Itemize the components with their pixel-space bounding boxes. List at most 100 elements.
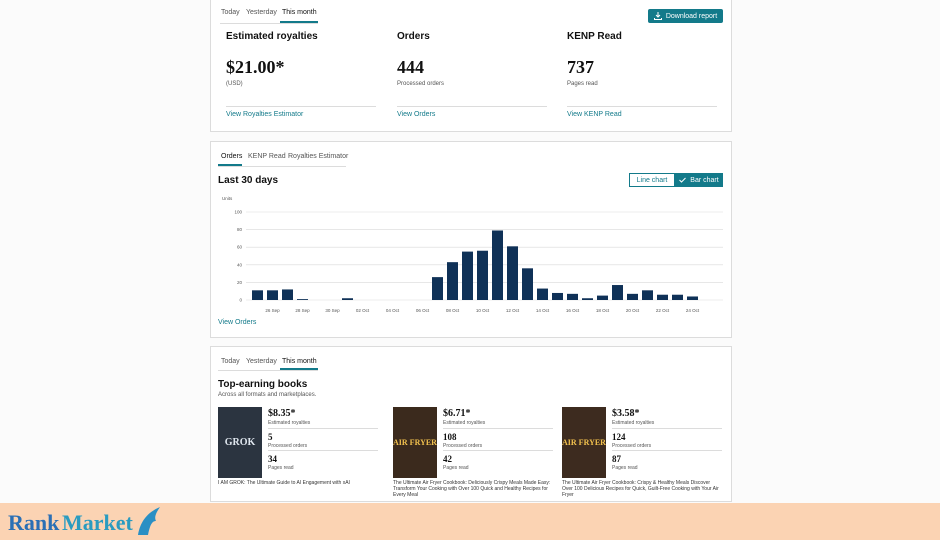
- divider: [612, 428, 722, 429]
- metric-title: Orders: [397, 31, 430, 42]
- tab[interactable]: Yesterday: [246, 358, 277, 365]
- x-tick-label: 10 Oct: [476, 308, 490, 313]
- tab[interactable]: Today: [221, 358, 240, 365]
- book-pages: 34: [268, 454, 277, 464]
- metric-link[interactable]: View Orders: [397, 111, 436, 118]
- check-icon: [679, 177, 687, 183]
- bar: [342, 298, 353, 300]
- tab[interactable]: Orders: [221, 153, 243, 160]
- divider: [612, 450, 722, 451]
- x-tick-label: 18 Oct: [596, 308, 610, 313]
- tab[interactable]: This month: [282, 358, 317, 365]
- bar: [462, 251, 473, 300]
- tab-underline: [280, 368, 318, 370]
- bar: [642, 290, 653, 300]
- stat-label: Pages read: [443, 465, 469, 471]
- book-cover[interactable]: AIR FRYER: [393, 407, 437, 478]
- x-tick-label: 28 Sep: [295, 308, 310, 313]
- y-tick-label: 60: [237, 245, 243, 250]
- metric-subtitle: Processed orders: [397, 81, 445, 87]
- x-tick-label: 02 Oct: [356, 308, 370, 313]
- watermark-logo: [138, 507, 160, 535]
- divider: [567, 106, 717, 107]
- bar: [252, 290, 263, 300]
- metric-value: $21.00*: [226, 57, 285, 77]
- book-orders: 108: [443, 432, 457, 442]
- bar: [627, 293, 638, 300]
- bar-chart-button[interactable]: Bar chart: [675, 173, 723, 187]
- x-tick-label: 06 Oct: [416, 308, 430, 313]
- x-tick-label: 14 Oct: [536, 308, 550, 313]
- books-heading: Top-earning books: [218, 379, 308, 390]
- book-cover[interactable]: GROK: [218, 407, 262, 478]
- stat-label: Estimated royalties: [268, 420, 311, 426]
- x-tick-label: 04 Oct: [386, 308, 400, 313]
- tab[interactable]: KENP Read: [248, 153, 286, 160]
- stat-label: Processed orders: [612, 443, 652, 449]
- y-tick-label: 0: [239, 298, 242, 303]
- divider: [397, 106, 547, 107]
- watermark-banner: Rank Market: [0, 503, 940, 540]
- line-chart-button[interactable]: Line chart: [629, 173, 675, 187]
- download-button[interactable]: Download report: [648, 9, 723, 23]
- bar: [432, 277, 443, 300]
- x-tick-label: 20 Oct: [626, 308, 640, 313]
- button-label: Bar chart: [690, 176, 719, 184]
- divider: [443, 450, 553, 451]
- book-orders: 124: [612, 432, 626, 442]
- tab[interactable]: This month: [282, 9, 317, 16]
- bar: [672, 294, 683, 300]
- book-royalties: $3.58*: [612, 408, 640, 419]
- book-title: The Ultimate Air Fryer Cookbook: Crispy …: [562, 480, 719, 498]
- book-title: I AM GROK: The Ultimate Guide to AI Enga…: [218, 480, 350, 486]
- metric-value: 444: [397, 57, 424, 77]
- tab-underline: [218, 164, 242, 166]
- y-tick-label: 80: [237, 227, 243, 232]
- metric-link[interactable]: View Royalties Estimator: [226, 111, 304, 118]
- stat-label: Processed orders: [268, 443, 308, 449]
- bar: [552, 292, 563, 300]
- book-cover[interactable]: AIR FRYER: [562, 407, 606, 478]
- bar: [687, 296, 698, 300]
- divider: [268, 428, 378, 429]
- cover-text: GROK: [224, 437, 256, 448]
- x-tick-label: 16 Oct: [566, 308, 580, 313]
- watermark-text: Market: [62, 510, 133, 535]
- tab-divider: [218, 370, 318, 371]
- cover-text: AIR FRYER: [562, 438, 606, 447]
- button-label: Line chart: [636, 176, 668, 184]
- y-tick-label: 100: [234, 210, 242, 215]
- tab[interactable]: Royalties Estimator: [288, 153, 349, 160]
- metric-title: Estimated royalties: [226, 31, 318, 42]
- bar: [492, 230, 503, 300]
- metric-value: 737: [567, 57, 594, 77]
- metric-link[interactable]: View KENP Read: [567, 111, 622, 118]
- book-title: The Ultimate Air Fryer Cookbook: Delicio…: [393, 480, 551, 498]
- metric-subtitle: Pages read: [567, 81, 598, 87]
- chart-heading: Last 30 days: [218, 175, 279, 186]
- bar: [522, 268, 533, 300]
- stat-label: Estimated royalties: [443, 420, 486, 426]
- x-tick-label: 24 Oct: [686, 308, 700, 313]
- cover-text: AIR FRYER: [393, 438, 437, 447]
- tab[interactable]: Today: [221, 9, 240, 16]
- bar: [597, 295, 608, 300]
- x-tick-label: 08 Oct: [446, 308, 460, 313]
- bar: [582, 298, 593, 300]
- x-tick-label: 12 Oct: [506, 308, 520, 313]
- metric-subtitle: (USD): [226, 81, 243, 87]
- y-axis-label: Units: [222, 196, 233, 201]
- books-subheading: Across all formats and marketplaces.: [218, 392, 317, 398]
- bar: [267, 290, 278, 300]
- bar: [567, 293, 578, 300]
- book-royalties: $8.35*: [268, 408, 296, 419]
- stat-label: Estimated royalties: [612, 420, 655, 426]
- stat-label: Pages read: [612, 465, 638, 471]
- bar: [282, 289, 293, 300]
- view-orders-link[interactable]: View Orders: [218, 319, 257, 326]
- tab[interactable]: Yesterday: [246, 9, 277, 16]
- watermark-text: Rank: [8, 510, 60, 535]
- book-pages: 87: [612, 454, 621, 464]
- stat-label: Pages read: [268, 465, 294, 471]
